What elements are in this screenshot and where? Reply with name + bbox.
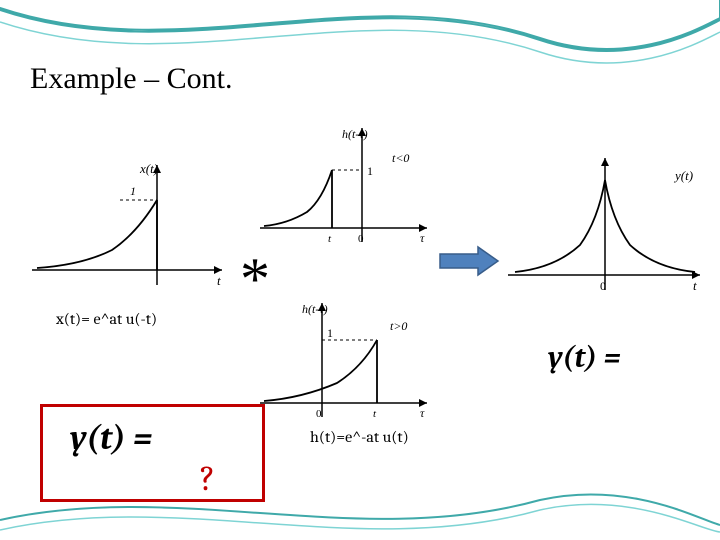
caption-xt: x(t)= e^at u(-t): [56, 310, 157, 328]
convolution-symbol: *: [240, 245, 270, 314]
graph-yt-ylabel: y(t): [673, 168, 693, 183]
graph-ht-pos: 1 0 t h(t-τ) t>0 τ: [252, 295, 437, 430]
graph-htpos-one: 1: [327, 326, 333, 340]
graph-htneg-xvar: τ: [420, 231, 425, 245]
graph-xt-ylabel: x(t): [139, 161, 158, 176]
graph-htneg-one: 1: [367, 164, 373, 178]
svg-text:t: t: [328, 233, 332, 245]
svg-text:t: t: [373, 408, 377, 420]
graph-yt-xvar: t: [693, 278, 697, 293]
graph-xt: 1 x(t) t: [22, 155, 232, 300]
svg-text:0: 0: [358, 233, 364, 245]
question-mark: ?: [200, 458, 215, 499]
caption-ht: h(t)=e^-at u(t): [310, 428, 409, 446]
page-title: Example – Cont.: [30, 62, 232, 96]
graph-yt-zero: 0: [600, 279, 606, 293]
arrow-right-icon: [438, 245, 500, 277]
svg-text:0: 0: [316, 408, 322, 420]
graph-htpos-ylabel: h(t-τ): [302, 302, 328, 316]
graph-xt-one: 1: [130, 184, 136, 198]
graph-htpos-annot: t>0: [390, 319, 407, 333]
equation-yt-right: y(t) =: [548, 340, 621, 375]
graph-ht-neg: 1 t 0 h(t-τ) t<0 τ: [252, 120, 437, 255]
graph-htpos-xvar: τ: [420, 406, 425, 420]
equation-yt-box: y(t) =: [70, 418, 152, 458]
graph-htneg-annot: t<0: [392, 151, 409, 165]
graph-htneg-ylabel: h(t-τ): [342, 127, 368, 141]
graph-xt-xvar: t: [217, 273, 221, 288]
graph-yt: 0 y(t) t: [500, 150, 710, 310]
